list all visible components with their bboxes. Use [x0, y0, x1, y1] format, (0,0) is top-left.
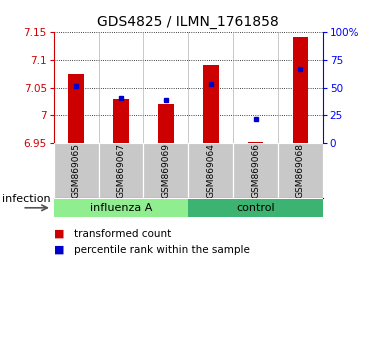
- Bar: [113, 99, 129, 143]
- Bar: [68, 74, 84, 143]
- Bar: [248, 142, 263, 143]
- Bar: [278, 143, 323, 198]
- Text: GSM869066: GSM869066: [251, 143, 260, 198]
- Text: control: control: [236, 203, 275, 213]
- Text: GSM869069: GSM869069: [161, 143, 170, 198]
- Text: GSM869064: GSM869064: [206, 143, 215, 198]
- Bar: [54, 143, 99, 198]
- Bar: [158, 104, 174, 143]
- Text: transformed count: transformed count: [74, 229, 171, 239]
- Text: GSM869068: GSM869068: [296, 143, 305, 198]
- Bar: [99, 143, 144, 198]
- Text: ■: ■: [54, 229, 64, 239]
- Text: GSM869065: GSM869065: [72, 143, 81, 198]
- Text: influenza A: influenza A: [90, 203, 152, 213]
- Text: percentile rank within the sample: percentile rank within the sample: [74, 245, 250, 255]
- Bar: [233, 143, 278, 198]
- Text: GSM869067: GSM869067: [116, 143, 125, 198]
- Text: infection: infection: [2, 194, 50, 204]
- Bar: [188, 199, 323, 217]
- Bar: [144, 143, 188, 198]
- Text: ■: ■: [54, 245, 64, 255]
- Bar: [188, 143, 233, 198]
- Bar: [203, 65, 219, 143]
- Bar: [54, 199, 188, 217]
- Title: GDS4825 / ILMN_1761858: GDS4825 / ILMN_1761858: [98, 16, 279, 29]
- Bar: [292, 38, 308, 143]
